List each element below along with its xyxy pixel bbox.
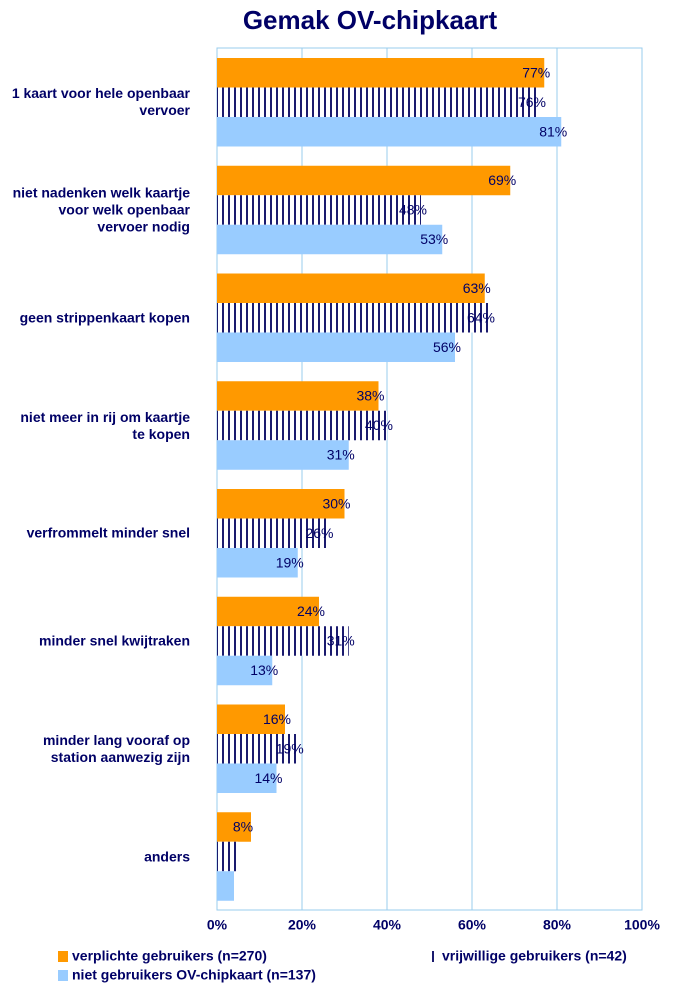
bar [217, 871, 234, 901]
legend-swatch [58, 970, 68, 981]
value-label: 14% [254, 770, 282, 786]
value-label: 53% [420, 231, 448, 247]
bar [217, 332, 455, 362]
category-label: minder lang vooraf op station aanwezig z… [42, 731, 190, 765]
value-label: 69% [488, 172, 516, 188]
value-label: 64% [467, 309, 495, 325]
bar [217, 518, 328, 548]
value-label: 26% [305, 525, 333, 541]
value-label: 31% [327, 633, 355, 649]
bar [217, 704, 285, 734]
bar [217, 812, 251, 842]
bar [217, 58, 545, 88]
value-label: 76% [518, 94, 546, 110]
x-tick-label: 80% [543, 917, 572, 933]
value-label: 24% [297, 603, 325, 619]
bar [217, 224, 443, 255]
legend-label: niet gebruikers OV-chipkaart (n=137) [72, 967, 316, 983]
bar [217, 87, 540, 117]
bar [217, 410, 387, 441]
value-label: 19% [276, 554, 304, 570]
value-label: 81% [539, 123, 567, 139]
value-label: 38% [356, 388, 384, 404]
bar [217, 763, 277, 793]
bar [217, 596, 319, 627]
chart-title: Gemak OV-chipkaart [243, 5, 498, 35]
value-label: 48% [399, 202, 427, 218]
legend-swatch [428, 951, 438, 962]
value-label: 16% [263, 711, 291, 727]
legend-label: vrijwillige gebruikers (n=42) [442, 948, 627, 964]
x-tick-label: 20% [288, 917, 317, 933]
bar [217, 548, 298, 578]
x-tick-label: 100% [624, 917, 660, 933]
bar [217, 734, 298, 764]
value-label: 31% [327, 447, 355, 463]
value-label: 19% [276, 740, 304, 756]
bar [217, 381, 379, 411]
bar [217, 841, 239, 872]
value-label: 40% [365, 417, 393, 433]
bar [217, 195, 421, 225]
category-label: niet meer in rij om kaartje te kopen [20, 408, 190, 442]
category-label: anders [144, 848, 190, 864]
x-tick-label: 0% [207, 917, 228, 933]
category-label: geen strippenkaart kopen [19, 309, 190, 326]
legend-label: verplichte gebruikers (n=270) [72, 948, 267, 964]
x-tick-label: 60% [458, 917, 487, 933]
bar [217, 440, 349, 470]
value-label: 77% [522, 64, 550, 80]
category-label: minder snel kwijtraken [39, 632, 190, 649]
value-label: 13% [250, 662, 278, 678]
value-label: 30% [322, 495, 350, 511]
bar [217, 303, 489, 333]
category-label: verfrommelt minder snel [26, 524, 190, 541]
x-tick-label: 40% [373, 917, 402, 933]
value-label: 56% [433, 339, 461, 355]
value-label: 63% [463, 280, 491, 296]
legend-swatch [58, 951, 68, 962]
value-label: 8% [233, 819, 253, 835]
bar [217, 273, 485, 303]
bar [217, 489, 345, 519]
category-label: 1 kaart voor hele openbaar vervoer [11, 85, 190, 119]
category-label: niet nadenken welk kaartje voor welk ope… [12, 184, 190, 235]
bar [217, 626, 349, 656]
bar [217, 165, 511, 196]
bar [217, 655, 273, 686]
bar [217, 117, 562, 147]
